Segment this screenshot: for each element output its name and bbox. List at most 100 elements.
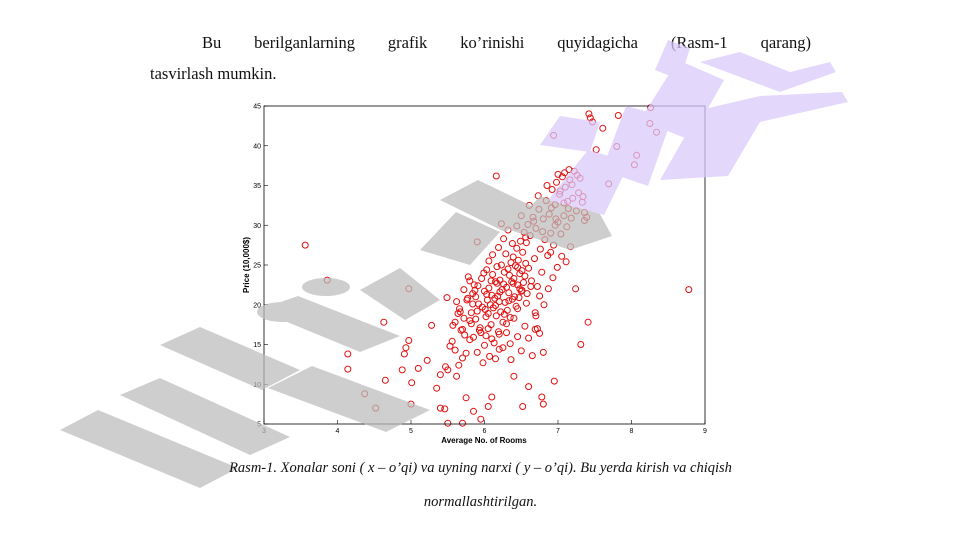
- scatter-point: [514, 281, 522, 289]
- scatter-point: [448, 337, 456, 345]
- scatter-point: [451, 346, 459, 354]
- paragraph-line-1: Bu berilganlarning grafik ko’rinishi quy…: [202, 33, 811, 52]
- scatter-point: [536, 245, 544, 253]
- scatter-point: [481, 341, 488, 349]
- watermark-stroke-purple-4: [640, 60, 724, 140]
- y-tick-label: 20: [253, 302, 261, 309]
- scatter-point: [471, 286, 479, 294]
- scatter-point: [506, 314, 514, 321]
- scatter-point: [510, 314, 518, 322]
- scatter-point: [511, 293, 519, 301]
- scatter-point: [525, 264, 533, 272]
- x-tick-label: 7: [556, 428, 560, 435]
- y-tick-label: 35: [253, 183, 261, 190]
- scatter-point: [495, 330, 503, 338]
- scatter-point: [562, 258, 570, 266]
- scatter-point: [462, 394, 470, 402]
- watermark-stroke-gray-7: [420, 212, 500, 265]
- scatter-point: [484, 325, 492, 333]
- scatter-point: [484, 310, 492, 317]
- scatter-point: [444, 366, 452, 374]
- y-tick-label: 30: [253, 223, 261, 230]
- scatter-point: [460, 314, 468, 322]
- figure-caption-line-2: normallashtirilgan.: [423, 494, 538, 510]
- watermark-dot-gray-2: [302, 278, 350, 296]
- watermark-stroke-purple-5: [660, 92, 848, 180]
- scatter-point: [561, 169, 569, 177]
- scatter-point: [599, 124, 607, 132]
- scatter-point: [492, 302, 499, 309]
- scatter-point: [492, 355, 499, 363]
- y-tick-label: 40: [253, 143, 261, 150]
- scatter-point: [502, 250, 510, 258]
- y-tick-label: 15: [253, 342, 261, 349]
- scatter-point: [475, 326, 483, 334]
- x-tick-label: 4: [336, 428, 340, 435]
- scatter-point: [408, 379, 416, 387]
- scatter-point: [495, 244, 502, 251]
- scatter-point: [479, 359, 487, 367]
- scatter-point: [553, 178, 560, 186]
- scatter-point: [380, 318, 388, 326]
- scatter-point: [495, 345, 503, 353]
- scatter-point: [525, 383, 533, 391]
- scatter-point: [514, 305, 522, 313]
- watermark-stroke-gray-6: [360, 268, 440, 320]
- x-tick-label: 9: [703, 428, 707, 435]
- scatter-point: [497, 261, 505, 269]
- watermark-dot-gray-1: [257, 302, 309, 322]
- x-axis-label: Average No. of Rooms: [441, 436, 527, 445]
- scatter-point: [501, 298, 509, 306]
- scatter-point: [538, 393, 546, 401]
- scatter-point: [558, 173, 566, 181]
- scatter-point: [441, 405, 449, 413]
- scatter-point: [381, 376, 389, 384]
- scatter-point: [517, 287, 525, 295]
- scatter-point: [517, 347, 525, 355]
- scatter-point: [503, 320, 510, 328]
- scatter-point: [454, 310, 462, 317]
- scatter-point: [543, 182, 551, 189]
- scatter-point: [544, 285, 552, 293]
- scatter-point: [485, 257, 493, 265]
- scatter-point: [514, 256, 522, 264]
- watermark-stroke-purple-2: [540, 116, 600, 152]
- scatter-point: [423, 356, 431, 364]
- scatter-point: [466, 277, 474, 285]
- scatter-point: [436, 404, 444, 412]
- scatter-point: [549, 274, 557, 282]
- scatter-point: [519, 248, 527, 256]
- scatter-point: [532, 312, 540, 320]
- scatter-point: [402, 344, 410, 352]
- scatter-point: [515, 294, 523, 302]
- scatter-point: [462, 349, 470, 357]
- scatter-point: [572, 285, 580, 293]
- scatter-point: [585, 110, 593, 118]
- scatter-point: [525, 334, 533, 342]
- scatter-point: [505, 297, 513, 305]
- scatter-point: [466, 336, 474, 344]
- x-tick-label: 5: [409, 428, 413, 435]
- scatter-point: [455, 361, 463, 369]
- scatter-point: [536, 329, 544, 337]
- scatter-point: [464, 294, 472, 302]
- scatter-point: [521, 272, 529, 280]
- scatter-point: [523, 290, 531, 298]
- scatter-point: [484, 403, 492, 410]
- scatter-point: [466, 317, 474, 325]
- scatter-point: [540, 301, 548, 309]
- scatter-point: [503, 329, 510, 337]
- scatter-point: [511, 262, 519, 270]
- watermark-stroke-gray-4: [268, 366, 430, 432]
- scatter-point: [443, 294, 451, 302]
- watermark-stroke-gray-2: [120, 378, 290, 455]
- scatter-point: [473, 307, 481, 315]
- scatter-point: [506, 340, 514, 348]
- scatter-point: [527, 283, 535, 290]
- scatter-point: [558, 252, 566, 260]
- scatter-point: [483, 290, 491, 298]
- watermark-stroke-purple-6: [700, 52, 836, 92]
- scatter-point: [614, 112, 622, 119]
- scatter-point: [470, 333, 477, 341]
- scatter-point: [456, 308, 464, 316]
